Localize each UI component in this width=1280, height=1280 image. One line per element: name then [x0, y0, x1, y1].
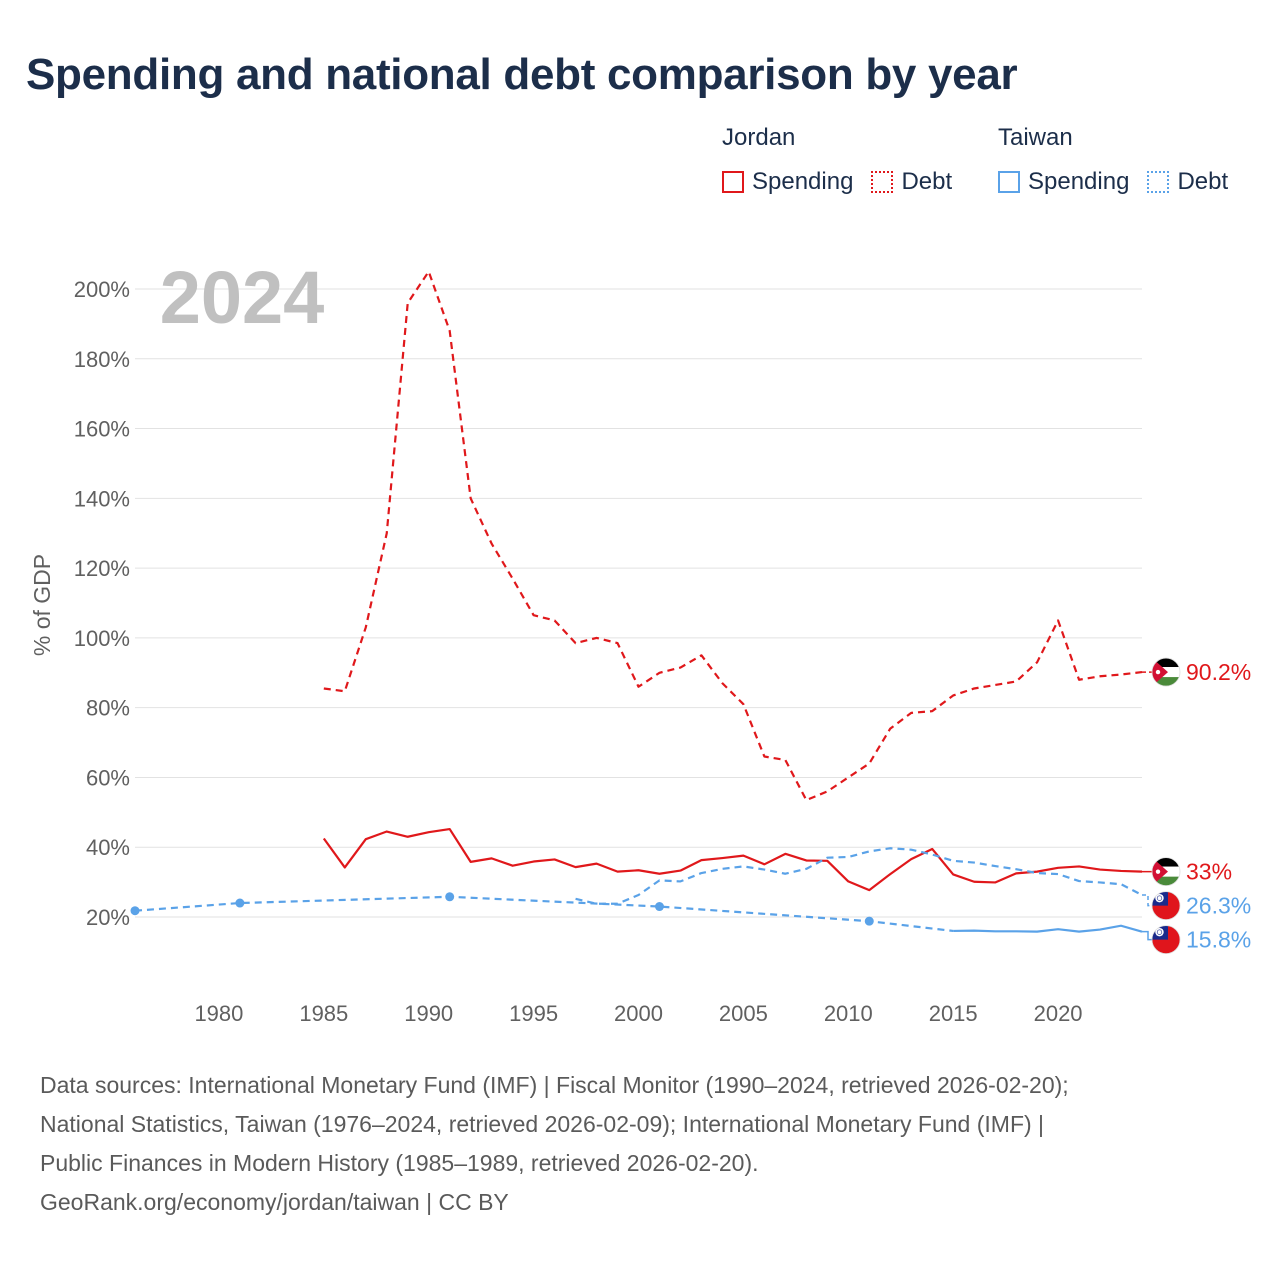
legend-jordan-debt[interactable]: Debt: [871, 168, 952, 196]
legend-label: Debt: [1177, 168, 1229, 195]
end-labels: 90.2% 33% 26.3% 15.8%: [1142, 657, 1251, 955]
source-line: Data sources: International Monetary Fun…: [40, 1072, 1069, 1098]
legend-group-taiwan: Taiwan Spending Debt: [998, 124, 1228, 196]
taiwan-spending-point: [654, 902, 664, 912]
legend-swatch-solid: [722, 171, 744, 193]
legend-group-title: Taiwan: [998, 124, 1073, 151]
x-tick-labels: 1980 1985 1990 1995 2000 2005 2010 2015 2020: [194, 1001, 1082, 1026]
x-tick-label: 1980: [194, 1001, 243, 1026]
x-tick-label: 2015: [929, 1001, 978, 1026]
chart-svg: 2024 % of GDP 20% 40% 60% 80% 100% 120% 140% 16…: [29, 256, 1251, 1026]
legend-label: Spending: [1028, 168, 1130, 195]
taiwan-debt-line: [575, 847, 1143, 905]
y-tick-label: 140%: [74, 486, 130, 511]
taiwan-flag-icon: [1151, 891, 1181, 921]
jordan-flag-icon: [1151, 857, 1181, 887]
gridlines: [135, 288, 1142, 918]
y-axis-label: % of GDP: [29, 554, 55, 656]
series-layer: [130, 270, 1143, 933]
legend-group-title: Jordan: [722, 124, 796, 151]
taiwan-spending-label-connector: [1142, 930, 1152, 941]
jordan-spending-end-label: 33%: [1186, 859, 1232, 885]
taiwan-spending-end-label: 15.8%: [1186, 927, 1251, 953]
taiwan-spending-point: [235, 898, 245, 908]
taiwan-spending-line-sparse: [134, 895, 954, 933]
y-tick-label: 80%: [86, 696, 130, 721]
taiwan-spending-point: [130, 906, 140, 916]
legend-taiwan-spending[interactable]: Spending: [998, 168, 1129, 196]
taiwan-spending-point: [864, 916, 874, 926]
taiwan-spending-point: [445, 892, 455, 902]
legend-jordan-spending[interactable]: Spending: [722, 168, 853, 196]
y-tick-labels: 20% 40% 60% 80% 100% 120% 140% 160% 180% 200%: [74, 277, 130, 930]
source-line: National Statistics, Taiwan (1976–2024, …: [40, 1111, 1045, 1137]
x-tick-label: 2010: [824, 1001, 873, 1026]
jordan-debt-end-label: 90.2%: [1186, 659, 1251, 685]
x-tick-label: 2000: [614, 1001, 663, 1026]
y-tick-label: 100%: [74, 626, 130, 651]
legend-taiwan-debt[interactable]: Debt: [1147, 168, 1228, 196]
jordan-debt-line: [323, 270, 1143, 802]
x-tick-label: 1995: [509, 1001, 558, 1026]
source-line: Public Finances in Modern History (1985–…: [40, 1150, 759, 1176]
taiwan-debt-end-label: 26.3%: [1186, 893, 1251, 919]
taiwan-flag-icon: [1151, 925, 1181, 955]
legend-group-jordan: Jordan Spending Debt: [722, 124, 952, 196]
legend-label: Debt: [901, 168, 953, 195]
taiwan-debt-label-connector: [1142, 894, 1152, 907]
y-tick-label: 20%: [86, 905, 130, 930]
taiwan-spending-line: [953, 924, 1143, 933]
legend-swatch-dotted: [1147, 171, 1170, 193]
y-tick-label: 180%: [74, 347, 130, 372]
y-tick-label: 60%: [86, 765, 130, 790]
y-tick-label: 40%: [86, 835, 130, 860]
legend-swatch-solid: [998, 171, 1020, 193]
legend-label: Spending: [752, 168, 854, 195]
x-tick-label: 2005: [719, 1001, 768, 1026]
chart-title: Spending and national debt comparison by…: [26, 50, 1018, 99]
sources-block: Data sources: International Monetary Fun…: [40, 1066, 1240, 1222]
x-tick-label: 1985: [299, 1001, 348, 1026]
jordan-spending-line: [322, 827, 1143, 892]
y-tick-label: 200%: [74, 277, 130, 302]
y-tick-label: 160%: [74, 417, 130, 442]
year-watermark: 2024: [160, 256, 325, 339]
legend-swatch-dotted: [871, 171, 894, 193]
source-link[interactable]: GeoRank.org/economy/jordan/taiwan | CC B…: [40, 1189, 509, 1215]
jordan-flag-icon: [1151, 657, 1181, 687]
y-tick-label: 120%: [74, 556, 130, 581]
x-tick-label: 1990: [404, 1001, 453, 1026]
x-tick-label: 2020: [1034, 1001, 1083, 1026]
